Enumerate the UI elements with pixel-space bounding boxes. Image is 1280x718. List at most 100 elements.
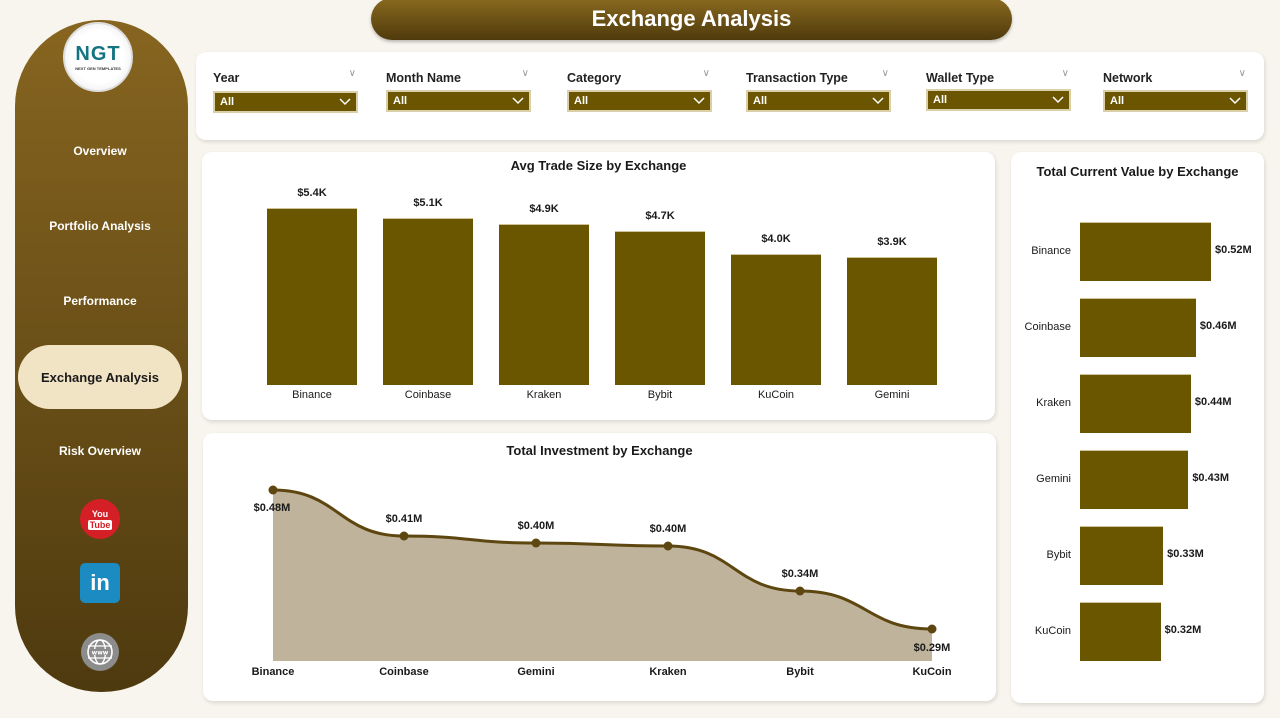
slicer-month-name: Month Name ∨ All (386, 68, 531, 112)
page-title: Exchange Analysis (371, 0, 1012, 40)
data-point[interactable] (268, 485, 278, 495)
bar[interactable] (1080, 374, 1191, 433)
sidebar-item-overview[interactable]: Overview (73, 144, 127, 158)
chevron-down-icon (693, 97, 705, 105)
dropdown-value: All (220, 96, 235, 108)
chart-title: Total Investment by Exchange (506, 443, 693, 458)
chevron-down-icon[interactable]: ∨ (521, 68, 529, 79)
bar[interactable] (383, 217, 473, 385)
x-axis-label: Bybit (786, 666, 814, 678)
category-dropdown[interactable]: All (567, 90, 712, 112)
bar[interactable] (1080, 222, 1211, 281)
data-label: $5.4K (297, 187, 327, 199)
data-label: $4.9K (529, 203, 559, 216)
chevron-down-icon[interactable]: ∨ (881, 68, 889, 79)
data-label: $0.29M (914, 642, 951, 654)
chevron-down-icon (872, 97, 884, 105)
slicer-category: Category ∨ All (567, 68, 712, 112)
globe-glyph-icon: www (87, 639, 113, 665)
x-axis-label: KuCoin (757, 389, 795, 401)
globe-icon[interactable]: www (81, 633, 119, 671)
youtube-you-text: You (91, 508, 109, 519)
y-axis-label: Bybit (1046, 548, 1071, 561)
slicer-label: Transaction Type (746, 71, 848, 85)
data-label: $0.46M (1199, 319, 1237, 332)
data-point[interactable] (795, 586, 805, 596)
chevron-down-icon[interactable]: ∨ (1238, 68, 1246, 79)
filter-panel: Year ∨ All Month Name ∨ All Category ∨ A… (196, 52, 1264, 140)
x-axis-label: Kraken (649, 666, 687, 678)
avg-trade-size-chart: Avg Trade Size by Exchange $5.4K Binance $… (202, 152, 995, 420)
y-axis-label: Kraken (1036, 396, 1071, 409)
transaction-type-dropdown[interactable]: All (746, 90, 891, 112)
bar[interactable] (1080, 450, 1189, 509)
y-axis-label: Gemini (1036, 472, 1071, 485)
y-axis-label: Coinbase (1024, 320, 1071, 333)
data-label: $4.0K (761, 232, 791, 245)
data-point[interactable] (399, 531, 409, 541)
sidebar-item-exchange-analysis[interactable]: Exchange Analysis (18, 345, 182, 409)
data-label: $5.1K (413, 196, 443, 209)
slicer-label: Month Name (386, 71, 461, 85)
chevron-down-icon (339, 98, 351, 106)
total-current-value-chart: Total Current Value by Exchange Binance $… (1011, 152, 1264, 703)
data-point[interactable] (531, 538, 541, 548)
data-point[interactable] (927, 624, 937, 634)
slicer-network: Network ∨ All (1103, 68, 1248, 112)
area-fill (273, 490, 932, 661)
bar[interactable] (499, 224, 589, 385)
slicer-label: Wallet Type (926, 71, 995, 85)
x-axis-label: KuCoin (912, 666, 951, 678)
data-label: $0.34M (782, 568, 819, 580)
youtube-icon[interactable]: You Tube (80, 499, 120, 539)
chevron-down-icon[interactable]: ∨ (702, 68, 710, 79)
data-label: $0.41M (386, 513, 423, 525)
month-name-dropdown[interactable]: All (386, 90, 531, 112)
bar[interactable] (1080, 526, 1164, 585)
dropdown-value: All (1110, 95, 1125, 107)
data-label: $0.43M (1192, 471, 1230, 484)
slicer-year: Year ∨ All (213, 68, 358, 113)
x-axis-label: Coinbase (379, 666, 429, 678)
bar[interactable] (1080, 298, 1196, 357)
y-axis-label: Binance (1031, 244, 1071, 257)
x-axis-label: Kraken (526, 389, 562, 401)
data-label: $4.7K (645, 209, 675, 222)
logo-text: NGT (75, 42, 121, 65)
sidebar-item-portfolio-analysis[interactable]: Portfolio Analysis (49, 219, 151, 233)
x-axis-label: Gemini (517, 666, 554, 678)
total-investment-chart: Total Investment by Exchange $0.48M Binan… (203, 433, 996, 701)
sidebar-item-risk-overview[interactable]: Risk Overview (58, 444, 142, 458)
data-point[interactable] (663, 541, 673, 551)
sidebar-item-performance[interactable]: Performance (63, 294, 137, 308)
chart-title: Total Current Value by Exchange (1036, 164, 1239, 179)
data-label: $0.33M (1167, 547, 1204, 560)
youtube-tube-text: Tube (87, 519, 113, 530)
logo: NGT NEXT GEN TEMPLATES (63, 22, 133, 92)
linkedin-icon[interactable]: in (80, 563, 120, 603)
bar[interactable] (847, 257, 937, 385)
chevron-down-icon[interactable]: ∨ (1061, 68, 1069, 79)
chevron-down-icon (1052, 96, 1064, 104)
bar[interactable] (731, 253, 821, 385)
x-axis-label: Binance (292, 389, 332, 401)
network-dropdown[interactable]: All (1103, 90, 1248, 112)
chevron-down-icon[interactable]: ∨ (348, 68, 356, 79)
linkedin-text: in (90, 570, 110, 595)
dropdown-value: All (753, 95, 768, 107)
bar[interactable] (1080, 602, 1161, 661)
bar[interactable] (615, 230, 705, 385)
area-line (272, 488, 933, 631)
slicer-label: Year (213, 71, 240, 85)
data-label: $0.32M (1164, 623, 1202, 636)
dropdown-value: All (574, 95, 589, 107)
svg-text:www: www (92, 650, 109, 657)
x-axis-label: Gemini (874, 389, 910, 401)
bar[interactable] (267, 208, 357, 385)
dropdown-value: All (933, 94, 948, 106)
data-label: $3.9K (877, 236, 907, 249)
year-dropdown[interactable]: All (213, 91, 358, 113)
chart-title: Avg Trade Size by Exchange (510, 158, 687, 173)
wallet-type-dropdown[interactable]: All (926, 89, 1071, 111)
slicer-wallet-type: Wallet Type ∨ All (926, 68, 1071, 111)
